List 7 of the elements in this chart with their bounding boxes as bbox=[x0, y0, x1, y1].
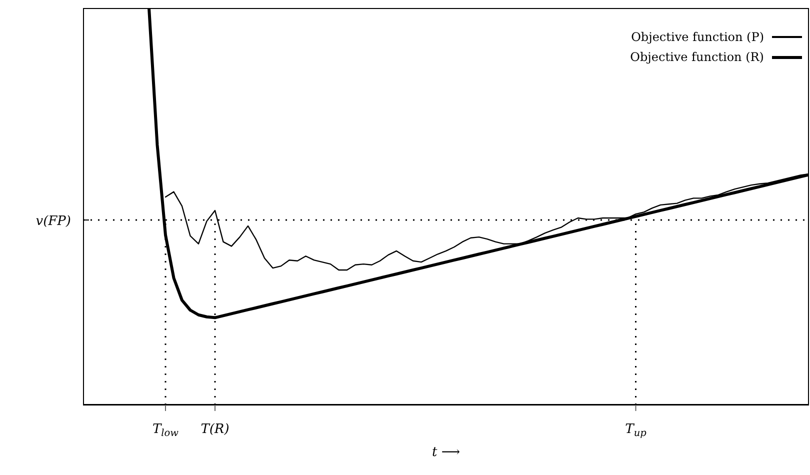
x-tick-label: T(R) bbox=[200, 422, 230, 437]
x-tick-label: T$_{low}$ bbox=[152, 422, 180, 439]
legend-label: Objective function (P) bbox=[631, 30, 764, 44]
ref-line-label: v(FP) bbox=[36, 214, 71, 229]
x-axis-title: t ⟶ bbox=[431, 445, 461, 460]
legend-label: Objective function (R) bbox=[630, 50, 764, 64]
x-tick-label: T$_{up}$ bbox=[625, 422, 648, 439]
